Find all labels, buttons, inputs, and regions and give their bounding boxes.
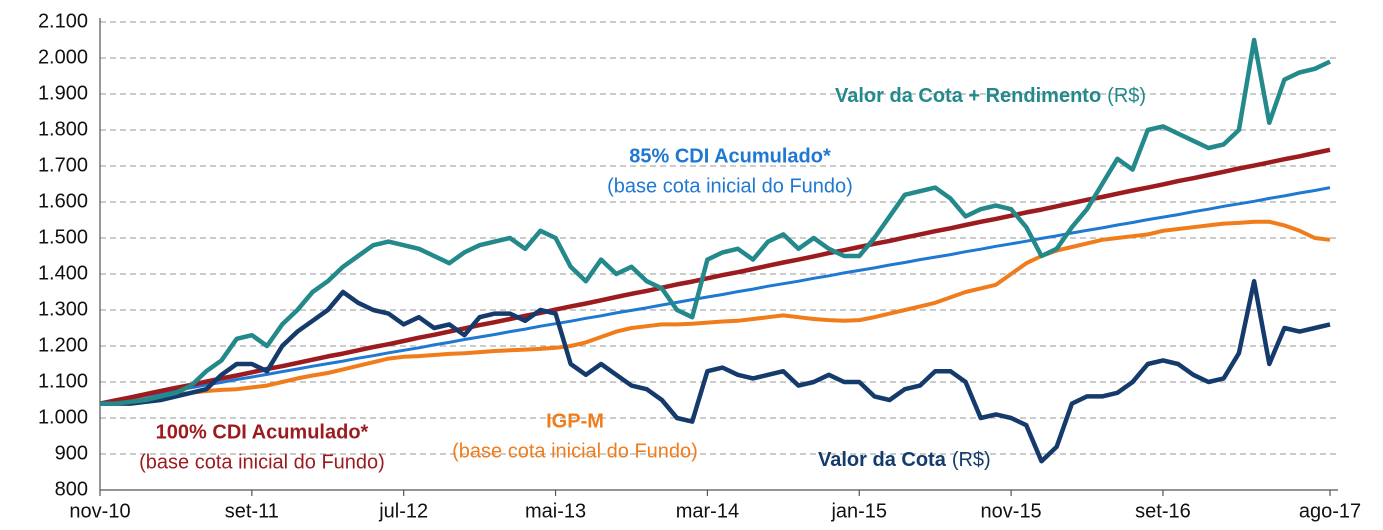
x-tick-label: mai-13 (525, 500, 586, 522)
x-tick-label: mar-14 (676, 500, 739, 522)
series-line (99, 219, 1331, 406)
y-tick-label: 1.900 (38, 82, 88, 104)
y-tick-label: 1.400 (38, 262, 88, 284)
series-note: (base cota inicial do Fundo) (452, 440, 698, 462)
series-label-group: Valor da Cota (R$) (818, 449, 991, 471)
y-tick-label: 1.200 (38, 334, 88, 356)
y-tick-label: 800 (55, 478, 88, 500)
y-tick-label: 900 (55, 442, 88, 464)
series-line (100, 37, 1331, 406)
series-note: (base cota inicial do Fundo) (139, 451, 385, 473)
x-tick-label: ago-17 (1299, 500, 1361, 522)
x-tick-label: nov-15 (981, 500, 1042, 522)
y-tick-label: 2.000 (38, 46, 88, 68)
y-tick-label: 1.500 (38, 226, 88, 248)
series-label: 100% CDI Acumulado* (156, 421, 369, 443)
series-label: IGP-M (546, 410, 604, 432)
series-label: Valor da Cota (818, 449, 947, 471)
series-label: Valor da Cota + Rendimento (835, 85, 1101, 107)
series-line (99, 186, 1331, 406)
series-line (100, 278, 1331, 464)
series-note: (R$) (952, 449, 991, 471)
series-label: 85% CDI Acumulado* (629, 145, 831, 167)
y-tick-label: 1.100 (38, 370, 88, 392)
y-tick-label: 2.100 (38, 10, 88, 32)
y-tick-label: 1.000 (38, 406, 88, 428)
series-note: (R$) (1107, 85, 1146, 107)
x-tick-label: nov-10 (69, 500, 130, 522)
x-tick-label: set-11 (225, 500, 279, 522)
series-label-group: Valor da Cota + Rendimento (R$) (835, 85, 1146, 107)
series-note: (base cota inicial do Fundo) (607, 175, 853, 197)
x-tick-label: set-16 (1135, 500, 1191, 522)
series-line (99, 147, 1331, 406)
x-tick-label: jan-15 (830, 500, 887, 522)
y-tick-label: 1.700 (38, 154, 88, 176)
x-tick-label: jul-12 (378, 500, 428, 522)
y-tick-label: 1.300 (38, 298, 88, 320)
y-tick-label: 1.800 (38, 118, 88, 140)
y-tick-label: 1.600 (38, 190, 88, 212)
